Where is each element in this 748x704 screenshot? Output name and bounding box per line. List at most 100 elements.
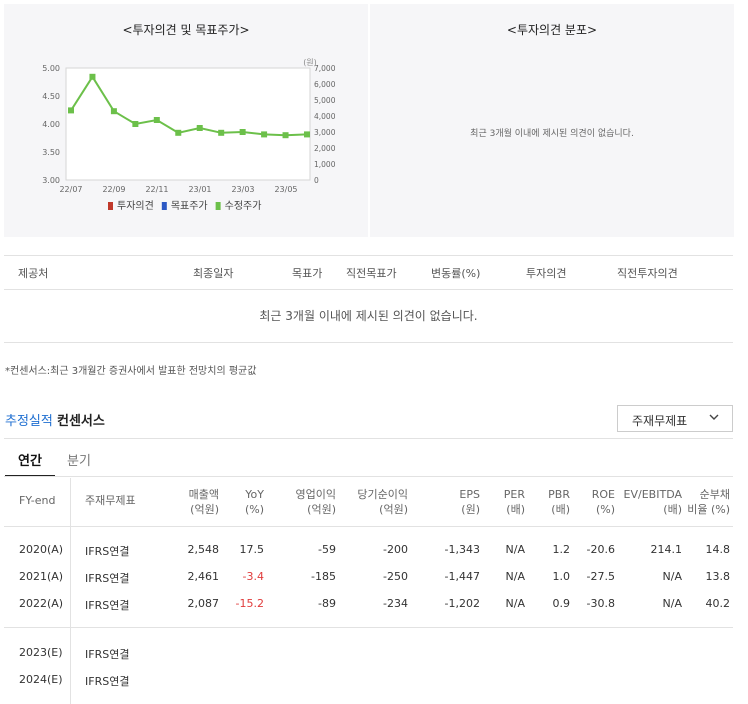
consensus-cell-net: -234 [383, 597, 408, 610]
y-right-tick-label: 4,000 [314, 112, 336, 121]
header-line-1: EV/EBITDA [623, 488, 682, 501]
consensus-cell-debt: 13.8 [705, 570, 731, 583]
header-line-1: 순부채 [699, 488, 730, 501]
consensus-header-sales: 매출액 (억원) [189, 487, 219, 517]
consensus-cell-roe: -27.5 [586, 570, 615, 583]
series-point [89, 73, 96, 80]
consensus-cell-per: N/A [505, 543, 525, 556]
header-line-2: 비율 (%) [687, 503, 730, 516]
consensus-cell-op: -185 [311, 570, 336, 583]
table-bottom-rule [4, 342, 733, 343]
consensus-cell-yoy: -3.4 [242, 570, 264, 583]
consensus-cell-pbr: 1.0 [552, 570, 571, 583]
col-provider: 제공처 [18, 267, 49, 280]
header-line-1: EPS [459, 488, 480, 501]
y-right-tick-label: 1,000 [314, 160, 336, 169]
consensus-header-eps: EPS (원) [459, 487, 480, 517]
col-prev-target: 직전목표가 [346, 267, 397, 280]
series-point [261, 131, 268, 138]
y-left-tick-label: 4.50 [42, 92, 60, 101]
table-header-rule [4, 289, 733, 290]
consensus-cell-ev: N/A [662, 597, 682, 610]
consensus-cell-op: -89 [318, 597, 336, 610]
col-last-date: 최종일자 [193, 267, 234, 280]
consensus-cell-ev: 214.1 [650, 543, 683, 556]
statement-type-value: 주재무제표 [632, 414, 688, 428]
y-right-tick-label: 5,000 [314, 96, 336, 105]
header-line-1: PER [503, 488, 525, 501]
header-line-2: (억원) [379, 503, 408, 516]
tabs-bottom-rule [4, 476, 733, 477]
header-line-1: 매출액 [188, 488, 219, 501]
col-target-price: 목표가 [292, 267, 323, 280]
header-line-1: YoY [245, 488, 264, 501]
tab-quarterly[interactable]: 분기 [67, 454, 91, 469]
price-chart: 5.00 4.50 4.00 3.50 3.00 7,000 6,000 5,000 4,000… [42, 58, 336, 212]
x-tick-label: 22/07 [59, 185, 82, 194]
header-line-1: FY-end [19, 494, 56, 507]
consensus-cell-eps: -1,202 [444, 597, 480, 610]
consensus-cell-per: N/A [505, 570, 525, 583]
series-point [239, 129, 246, 135]
consensus-cell-fy: 2023(E) [19, 646, 63, 659]
header-line-1: ROE [591, 488, 615, 501]
x-tick-label: 22/11 [145, 185, 168, 194]
y-left-tick-label: 3.00 [42, 176, 60, 185]
series-point [68, 107, 74, 114]
consensus-cell-std: IFRS연결 [85, 599, 130, 612]
consensus-cell-fy: 2022(A) [19, 597, 64, 610]
header-line-1: 영업이익 [295, 488, 336, 501]
consensus-header-net: 당기순이익 (억원) [357, 487, 408, 517]
consensus-cell-per: N/A [505, 597, 525, 610]
statement-type-select[interactable]: 주재무제표 [617, 405, 733, 432]
header-line-2: (%) [595, 503, 615, 516]
consensus-cell-eps: -1,343 [444, 543, 480, 556]
y-right-tick-label: 7,000 [314, 64, 336, 73]
x-tick-label: 23/01 [188, 185, 211, 194]
header-line-2: (배) [663, 503, 682, 516]
y-right-tick-label: 0 [314, 176, 319, 185]
consensus-cell-sales: 2,087 [187, 597, 220, 610]
opinion-table-empty-message: 최근 3개월 이내에 제시된 의견이 없습니다. [259, 309, 478, 323]
legend-label: 목표주가 [171, 200, 208, 212]
col-divider [70, 478, 71, 704]
consensus-header-ev: EV/EBITDA (배) [624, 487, 682, 517]
col-change-rate: 변동률(%) [431, 267, 481, 280]
legend-label: 투자의견 [117, 200, 154, 212]
series-point [304, 131, 310, 138]
header-line-1: PBR [548, 488, 570, 501]
consensus-title-blue: 추정실적 [5, 414, 53, 429]
actual-estimate-divider [4, 627, 733, 628]
header-line-2: (%) [244, 503, 264, 516]
consensus-cell-net: -250 [383, 570, 408, 583]
legend-swatch [161, 202, 167, 210]
tabs-top-rule [4, 438, 733, 439]
consensus-cell-yoy: -15.2 [235, 597, 264, 610]
col-prev-opinion: 직전투자의견 [617, 267, 678, 280]
consensus-section-title: 추정실적 컨센서스 [5, 410, 105, 429]
header-line-1: 당기순이익 [357, 488, 408, 501]
legend-swatch [215, 202, 221, 210]
series-point [110, 108, 117, 115]
series-line [70, 74, 308, 137]
consensus-header-rule [4, 526, 733, 527]
consensus-header-op: 영업이익 (억원) [296, 487, 336, 517]
series-point [282, 132, 289, 139]
consensus-cell-debt: 14.8 [705, 543, 731, 556]
consensus-cell-fy: 2021(A) [19, 570, 64, 583]
consensus-cell-yoy: 17.5 [239, 543, 265, 556]
consensus-header-std: 주재무제표 [85, 493, 136, 508]
x-tick-label: 23/05 [274, 185, 297, 194]
opinion-chart-title: <투자의견 및 목표주가> [122, 23, 250, 37]
consensus-cell-ev: N/A [662, 570, 682, 583]
y-right-unit-label: (원) [303, 58, 317, 67]
header-line-2: (배) [506, 503, 525, 516]
opinion-distribution-panel: <투자의견 분포> 최근 3개월 이내에 제시된 의견이 없습니다. [370, 4, 734, 237]
y-left-tick-label: 4.00 [42, 120, 60, 129]
distribution-empty-message: 최근 3개월 이내에 제시된 의견이 없습니다. [470, 129, 634, 139]
consensus-cell-roe: -30.8 [586, 597, 615, 610]
consensus-cell-eps: -1,447 [444, 570, 480, 583]
tab-annual[interactable]: 연간 [18, 454, 42, 469]
consensus-cell-std: IFRS연결 [85, 572, 130, 585]
